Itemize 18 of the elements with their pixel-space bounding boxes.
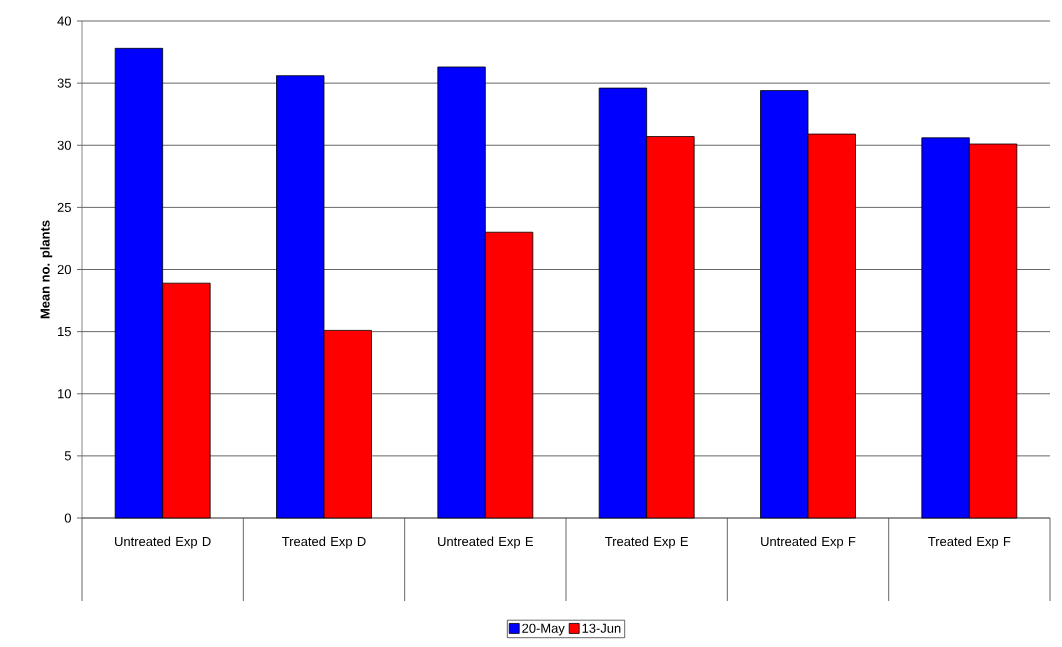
y-tick-label: 10: [58, 389, 71, 399]
y-tick-label: 25: [57, 202, 71, 212]
y-tick-label: 40: [57, 16, 71, 26]
legend-label: 13-Jun: [582, 623, 621, 633]
x-tick-label: Untreated Exp D: [115, 536, 211, 549]
y-tick-label: 0: [64, 513, 71, 523]
y-tick-label: 30: [57, 140, 71, 150]
x-tick-label: Treated Exp D: [282, 536, 366, 549]
x-tick-label: Treated Exp E: [605, 536, 688, 549]
x-tick-label: Untreated Exp E: [438, 536, 533, 549]
y-tick-label: 5: [64, 451, 71, 461]
x-tick-label: Untreated Exp F: [761, 536, 856, 549]
y-axis-title: Mean no. plants: [40, 220, 53, 319]
legend-label: 20-May: [522, 623, 565, 636]
x-tick-label: Treated Exp F: [928, 536, 1011, 549]
y-tick-label: 15: [58, 327, 71, 337]
y-tick-label: 20: [57, 264, 71, 275]
y-tick-label: 35: [57, 78, 71, 88]
